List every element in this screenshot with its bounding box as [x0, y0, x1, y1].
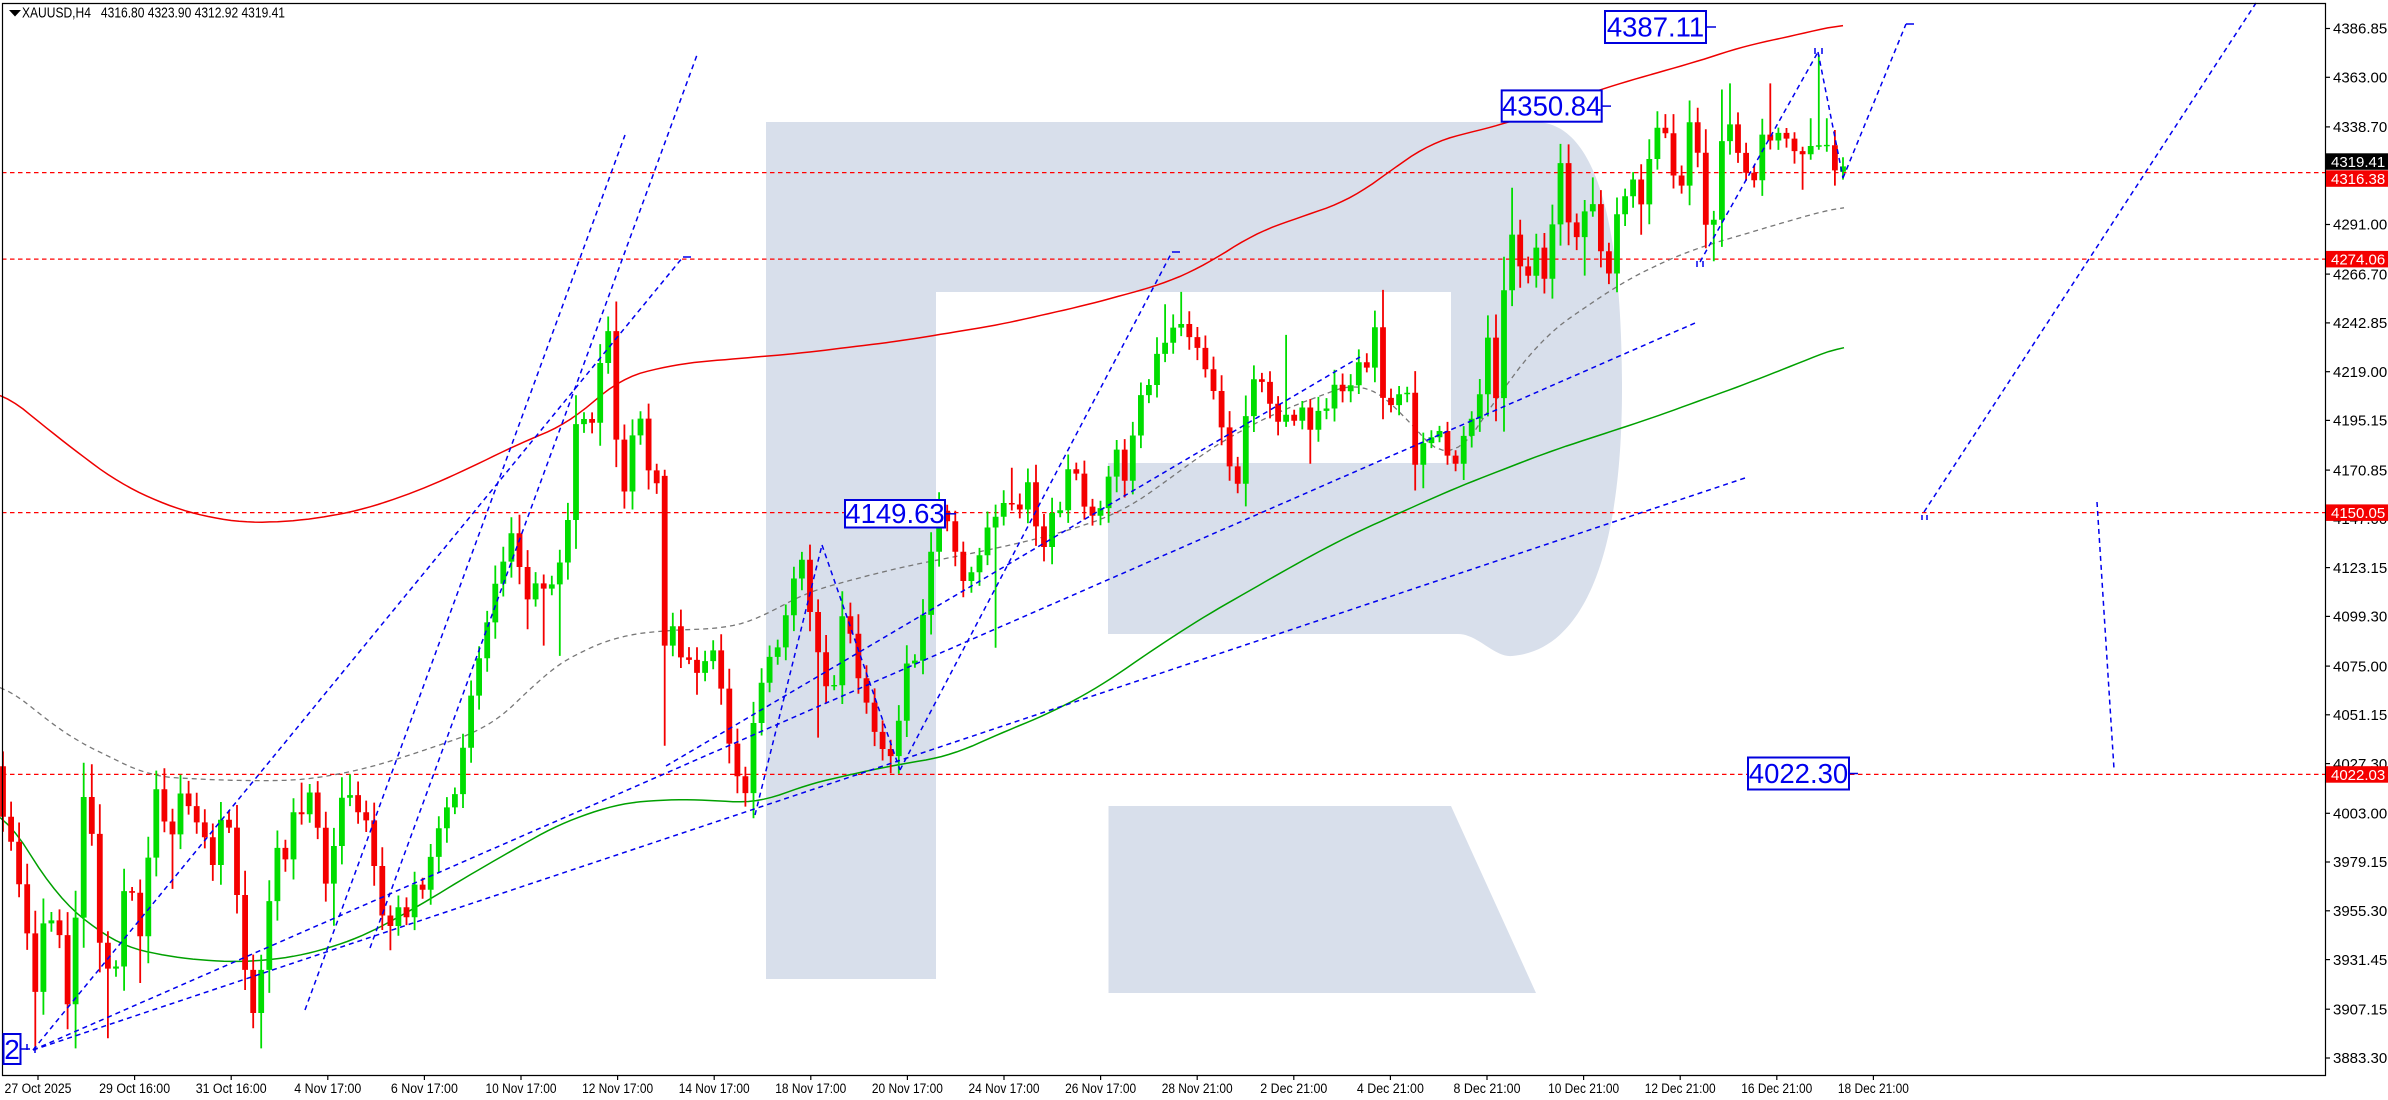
svg-text:8 Dec 21:00: 8 Dec 21:00	[1454, 1081, 1521, 1096]
svg-text:3955.30: 3955.30	[2333, 903, 2387, 920]
svg-text:4003.00: 4003.00	[2333, 806, 2387, 823]
svg-text:4022.30: 4022.30	[1749, 758, 1848, 789]
svg-text:3931.45: 3931.45	[2333, 952, 2387, 969]
svg-text:14 Nov 17:00: 14 Nov 17:00	[679, 1081, 750, 1096]
svg-text:4319.41: 4319.41	[2331, 154, 2385, 171]
svg-text:4170.85: 4170.85	[2333, 462, 2387, 479]
svg-text:4 Dec 21:00: 4 Dec 21:00	[1357, 1081, 1424, 1096]
svg-text:20 Nov 17:00: 20 Nov 17:00	[872, 1081, 943, 1096]
svg-text:4274.06: 4274.06	[2331, 252, 2385, 269]
svg-text:27 Oct 2025: 27 Oct 2025	[5, 1081, 72, 1096]
svg-text:4149.63: 4149.63	[845, 498, 944, 529]
svg-text:6 Nov 17:00: 6 Nov 17:00	[391, 1081, 458, 1096]
svg-text:4266.70: 4266.70	[2333, 266, 2387, 283]
svg-text:4099.30: 4099.30	[2333, 609, 2387, 626]
svg-text:18 Dec 21:00: 18 Dec 21:00	[1838, 1081, 1909, 1096]
svg-text:4123.15: 4123.15	[2333, 560, 2387, 577]
svg-text:28 Nov 21:00: 28 Nov 21:00	[1162, 1081, 1233, 1096]
svg-text:24 Nov 17:00: 24 Nov 17:00	[969, 1081, 1040, 1096]
svg-text:3907.15: 3907.15	[2333, 1001, 2387, 1018]
svg-text:4150.05: 4150.05	[2331, 505, 2385, 522]
svg-text:10 Dec 21:00: 10 Dec 21:00	[1548, 1081, 1619, 1096]
svg-text:10 Nov 17:00: 10 Nov 17:00	[486, 1081, 557, 1096]
svg-text:4291.00: 4291.00	[2333, 217, 2387, 234]
svg-text:4075.00: 4075.00	[2333, 658, 2387, 675]
svg-text:4350.84: 4350.84	[1502, 91, 1601, 122]
svg-text:XAUUSD,H4 4316.80 4323.90 43: XAUUSD,H4 4316.80 4323.90 4312.92 4319.4…	[22, 6, 285, 22]
svg-text:16 Dec 21:00: 16 Dec 21:00	[1741, 1081, 1812, 1096]
svg-text:2: 2	[4, 1034, 20, 1065]
svg-text:4195.15: 4195.15	[2333, 413, 2387, 430]
svg-text:12 Dec 21:00: 12 Dec 21:00	[1645, 1081, 1716, 1096]
svg-text:4387.11: 4387.11	[1607, 12, 1704, 43]
svg-text:4051.15: 4051.15	[2333, 707, 2387, 724]
svg-text:29 Oct 16:00: 29 Oct 16:00	[99, 1081, 170, 1096]
svg-text:3883.30: 3883.30	[2333, 1050, 2387, 1067]
svg-text:4386.85: 4386.85	[2333, 21, 2387, 38]
svg-text:4338.70: 4338.70	[2333, 119, 2387, 136]
svg-text:4219.00: 4219.00	[2333, 364, 2387, 381]
svg-text:31 Oct 16:00: 31 Oct 16:00	[196, 1081, 267, 1096]
svg-text:4 Nov 17:00: 4 Nov 17:00	[294, 1081, 361, 1096]
svg-text:12 Nov 17:00: 12 Nov 17:00	[582, 1081, 653, 1096]
svg-text:4316.38: 4316.38	[2331, 171, 2385, 188]
svg-text:4363.00: 4363.00	[2333, 70, 2387, 87]
svg-text:2 Dec 21:00: 2 Dec 21:00	[1260, 1081, 1327, 1096]
svg-text:18 Nov 17:00: 18 Nov 17:00	[775, 1081, 846, 1096]
svg-text:3979.15: 3979.15	[2333, 854, 2387, 871]
svg-text:4242.85: 4242.85	[2333, 315, 2387, 332]
svg-text:26 Nov 17:00: 26 Nov 17:00	[1065, 1081, 1136, 1096]
svg-text:4022.03: 4022.03	[2331, 767, 2385, 784]
